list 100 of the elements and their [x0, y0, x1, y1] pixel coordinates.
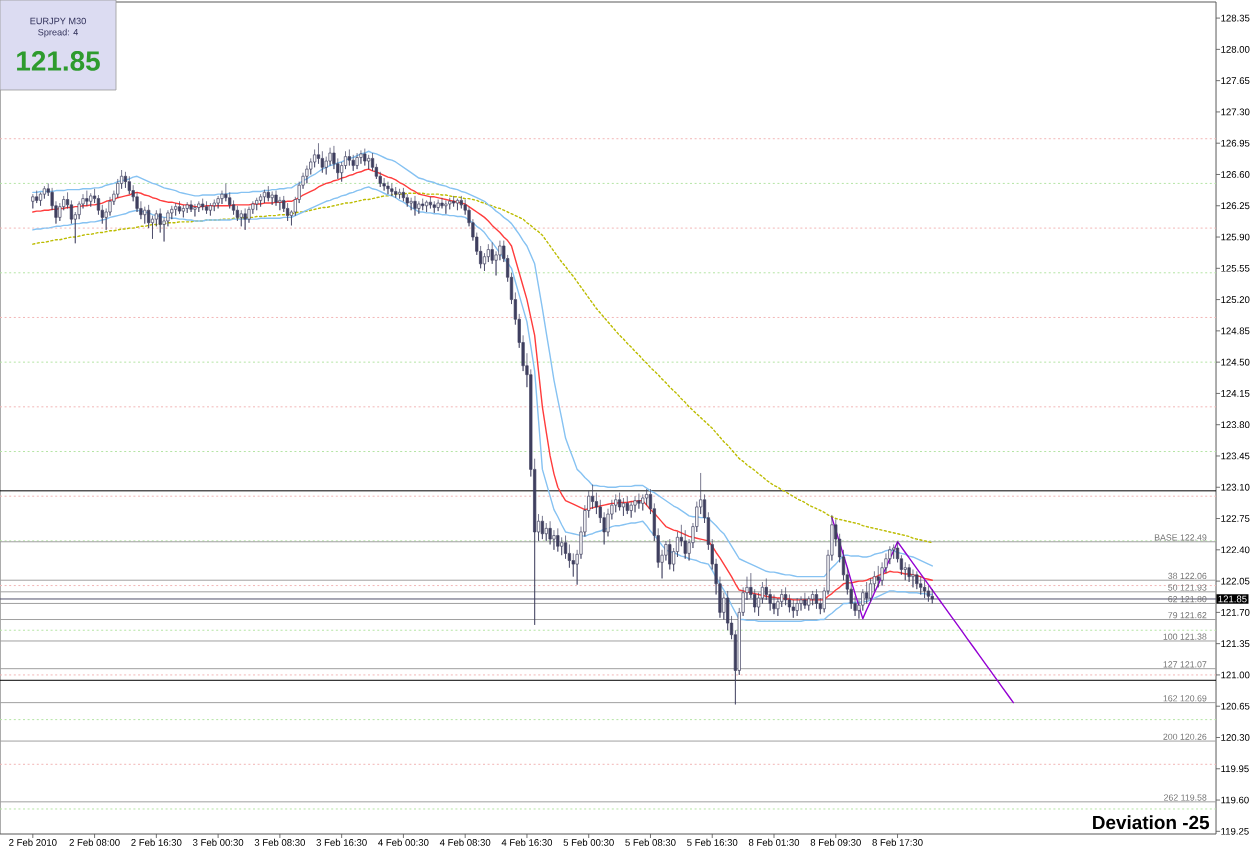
candlestick: [31, 193, 35, 209]
candlestick: [401, 187, 405, 202]
candlestick: [394, 186, 398, 199]
candlestick: [919, 576, 923, 595]
candlestick: [386, 181, 390, 195]
candlestick: [139, 200, 143, 220]
candlestick: [791, 599, 795, 619]
candlestick: [552, 529, 556, 551]
annotation: Deviation -25: [1093, 815, 1210, 830]
candlestick: [216, 195, 220, 209]
candlestick: [424, 200, 429, 213]
candlestick: [633, 495, 637, 513]
candlestick: [544, 522, 548, 542]
candlestick: [313, 149, 317, 168]
candlestick: [614, 494, 618, 513]
candlestick: [278, 196, 282, 211]
candlestick: [270, 191, 274, 206]
candlestick: [448, 197, 452, 210]
candlestick: [726, 590, 730, 631]
candlestick: [247, 206, 251, 224]
candlestick: [120, 169, 124, 190]
candlestick: [459, 195, 463, 209]
candlestick: [405, 193, 409, 207]
candlestick: [258, 193, 263, 207]
candlestick: [123, 171, 128, 189]
candlestick: [625, 495, 629, 515]
candlestick: [35, 190, 39, 204]
candlestick: [780, 588, 784, 608]
candlestick: [799, 595, 803, 611]
candlestick: [892, 544, 896, 560]
candlestick: [127, 175, 131, 195]
candlestick: [606, 508, 610, 537]
candlestick: [865, 581, 869, 604]
candlestick: [208, 202, 212, 216]
annotation: 121.85: [17, 51, 100, 71]
candlestick: [170, 205, 174, 220]
candlestick: [255, 197, 259, 211]
candlestick: [359, 149, 363, 165]
candlestick: [204, 200, 209, 215]
candlestick: [174, 202, 178, 216]
candlestick: [135, 192, 139, 213]
candlestick: [876, 565, 880, 588]
candlestick: [143, 206, 147, 224]
candlestick: [58, 202, 62, 222]
candlestick: [316, 142, 321, 165]
candlestick: [803, 592, 807, 610]
candlestick: [683, 529, 687, 560]
candlestick: [220, 190, 224, 205]
candlestick: [193, 203, 197, 217]
candlestick: [880, 561, 884, 586]
candlestick: [363, 148, 367, 166]
candlestick: [556, 528, 560, 552]
candlestick: [645, 488, 649, 506]
candlestick: [563, 535, 568, 560]
candlestick: [274, 190, 278, 207]
candlestick: [370, 152, 375, 172]
candlestick: [235, 205, 239, 222]
candlestick: [560, 536, 564, 556]
candlestick: [266, 185, 270, 202]
candlestick: [787, 594, 792, 613]
candlestick: [421, 198, 425, 211]
candlestick: [861, 588, 865, 611]
candlestick: [42, 185, 46, 199]
candlestick: [197, 200, 201, 213]
candlestick: [347, 149, 351, 166]
candlestick: [452, 195, 456, 207]
candlestick: [262, 189, 267, 204]
candlestick: [432, 200, 436, 214]
candlestick: [177, 200, 182, 215]
candlestick: [320, 150, 324, 174]
candlestick: [239, 209, 243, 227]
candlestick: [85, 190, 89, 207]
candlestick: [413, 195, 417, 216]
candlestick: [629, 501, 633, 518]
candlestick: [795, 597, 799, 617]
candlestick: [390, 183, 394, 197]
candlestick: [594, 492, 599, 515]
candlestick: [181, 204, 185, 218]
candlestick: [224, 183, 228, 202]
candlestick: [621, 497, 626, 517]
candlestick: [641, 494, 645, 511]
candlestick: [305, 165, 309, 184]
candlestick: [868, 578, 873, 602]
candlestick: [567, 544, 571, 569]
candlestick: [548, 520, 552, 545]
candlestick: [911, 569, 915, 588]
candlestick: [189, 200, 193, 213]
candlestick: [436, 199, 440, 212]
candlestick: [324, 156, 328, 175]
candlestick: [903, 561, 907, 581]
candlestick: [926, 585, 930, 602]
candlestick: [351, 154, 355, 172]
candlestick: [397, 188, 402, 199]
candlestick: [286, 202, 290, 222]
candlestick: [243, 208, 247, 231]
candlestick: [417, 200, 421, 215]
candlestick: [328, 147, 332, 166]
candlestick: [486, 243, 490, 263]
candlestick: [637, 493, 641, 510]
candlestick: [212, 199, 216, 212]
